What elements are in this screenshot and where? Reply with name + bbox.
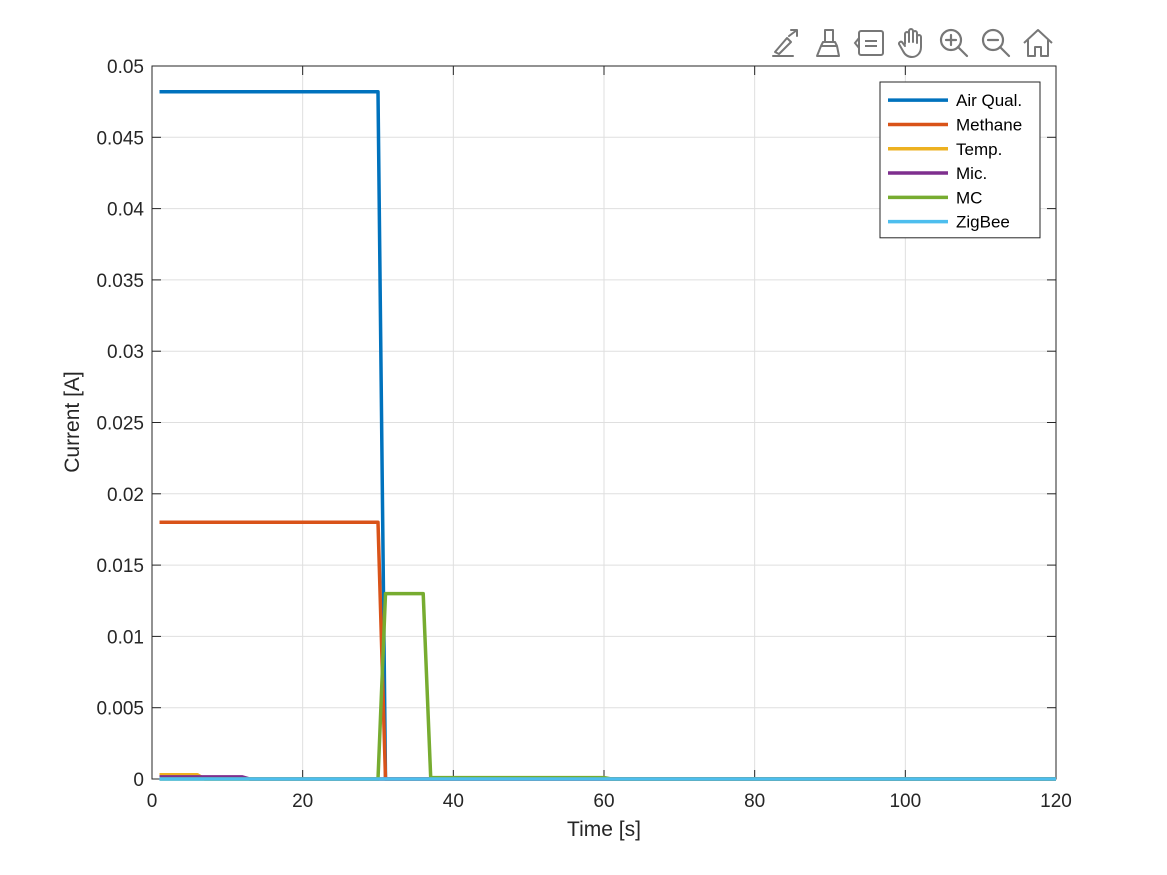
x-axis-ticks: 0 20 40 60 80 100 120 — [147, 66, 1072, 812]
y-tick-label: 0.01 — [107, 627, 144, 648]
x-tick-label: 80 — [744, 791, 765, 812]
export-button[interactable] — [766, 24, 806, 62]
x-tick-label: 20 — [292, 791, 313, 812]
home-button[interactable] — [1018, 24, 1058, 62]
series-lines — [159, 89, 1056, 781]
legend-entry-label: Methane — [956, 115, 1022, 134]
y-tick-label: 0.045 — [96, 128, 144, 149]
y-axis-label: Current [A] — [61, 371, 84, 473]
x-tick-label: 60 — [593, 791, 614, 812]
y-tick-label: 0.005 — [96, 699, 144, 720]
x-tick-label: 0 — [147, 791, 158, 812]
y-tick-label: 0.035 — [96, 271, 144, 292]
legend-entry-label: Air Qual. — [956, 91, 1022, 110]
pan-hand-icon — [898, 28, 922, 58]
home-icon — [1023, 29, 1053, 57]
pan-button[interactable] — [892, 24, 932, 62]
datatip-button[interactable] — [850, 24, 890, 62]
y-tick-label: 0 — [133, 770, 144, 791]
zoom-in-icon — [939, 28, 969, 58]
legend[interactable]: Air Qual. Methane Temp. Mic. MC ZigBee — [879, 81, 1041, 239]
y-tick-label: 0.05 — [107, 57, 144, 78]
y-tick-label: 0.02 — [107, 485, 144, 506]
datatip-icon — [853, 30, 884, 56]
y-tick-label: 0.03 — [107, 342, 144, 363]
y-tick-label: 0.04 — [107, 200, 144, 221]
series-line-methane — [159, 520, 1056, 781]
legend-entry-label: MC — [956, 188, 982, 207]
x-axis-label: Time [s] — [567, 818, 641, 841]
legend-entry-label: ZigBee — [956, 213, 1010, 232]
legend-box — [879, 81, 1041, 239]
axes-toolbar — [766, 24, 1058, 62]
legend-entry-label: Mic. — [956, 164, 987, 183]
zoom-out-icon — [981, 28, 1011, 58]
y-axis-ticks: 0 0.005 0.01 0.015 0.02 0.025 0.03 0.035 0.04 0.0… — [96, 57, 1056, 791]
x-tick-label: 120 — [1040, 791, 1072, 812]
brush-icon — [816, 29, 840, 57]
brush-button[interactable] — [808, 24, 848, 62]
export-icon — [772, 29, 798, 57]
x-tick-label: 40 — [443, 791, 464, 812]
zoom-in-button[interactable] — [934, 24, 974, 62]
y-tick-label: 0.015 — [96, 556, 144, 577]
x-tick-label: 100 — [889, 791, 921, 812]
y-tick-label: 0.025 — [96, 414, 144, 435]
series-line-mc — [159, 591, 1056, 781]
zoom-out-button[interactable] — [976, 24, 1016, 62]
legend-entry-label: Temp. — [956, 140, 1002, 159]
